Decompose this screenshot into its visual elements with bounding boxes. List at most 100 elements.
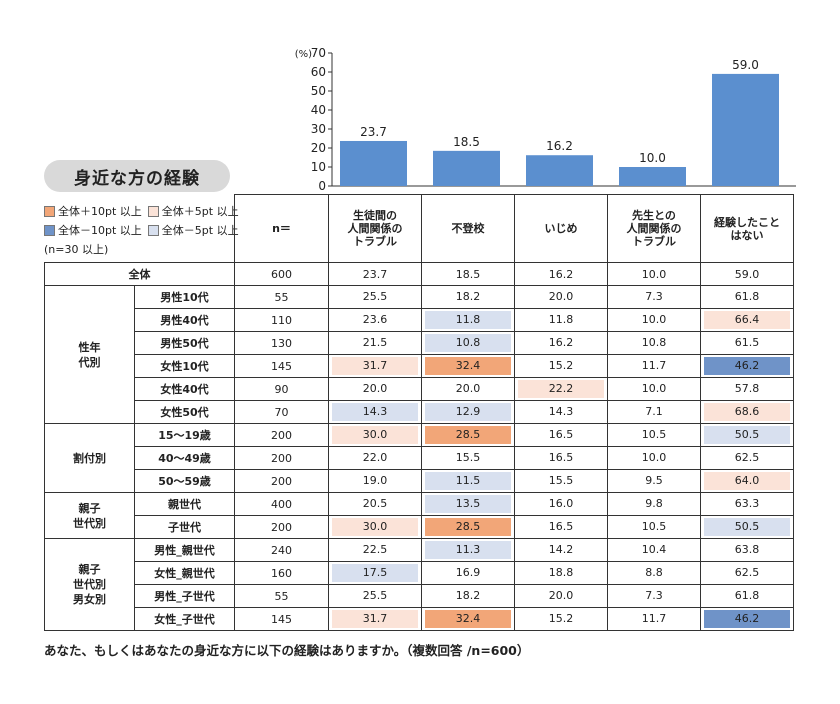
- cell-value-text: 16.0: [548, 497, 574, 510]
- cell-value: 11.8: [421, 308, 515, 332]
- row-label: 女性40代: [134, 377, 235, 401]
- cell-value-text: 32.4: [425, 610, 511, 628]
- legend-swatch-minus10: [44, 224, 55, 236]
- bar-value-label-3: 16.2: [546, 139, 573, 153]
- cell-value-text: 31.7: [332, 610, 418, 628]
- cell-value-text: 11.7: [641, 359, 667, 372]
- bar-2: [433, 150, 500, 186]
- legend-note: (n=30 以上): [44, 243, 109, 256]
- crosstab-table: n＝ 生徒間の 人間関係の トラブル 不登校 いじめ 先生との 人間関係の トラブル 経験したこと…: [44, 194, 794, 631]
- cell-value-text: 10.0: [641, 451, 667, 464]
- table-row: 50～59歳 200 19.0 11.5 15.5 9.5 64.0: [45, 469, 794, 493]
- y-tick-label: 50: [311, 84, 326, 98]
- table-row: 男性50代 130 21.5 10.8 16.2 10.8 61.5: [45, 331, 794, 355]
- legend-label-plus5: 全体＋5pt 以上: [161, 205, 239, 218]
- cell-value: 15.2: [514, 354, 608, 378]
- legend-swatch-minus5: [147, 224, 159, 236]
- group-label-line: 親子: [78, 563, 101, 576]
- table-row: 親子 世代別 親世代 400 20.5 13.5 16.0 9.8 63.3: [44, 492, 794, 539]
- cell-n: 160: [234, 561, 329, 585]
- legend-label-minus10: 全体－10pt 以上: [58, 224, 142, 237]
- total-row: 全体 600 23.7 18.5 16.2 10.0 59.0: [44, 262, 794, 286]
- header-line: トラブル: [632, 235, 676, 248]
- cell-value-text: 15.5: [548, 474, 574, 487]
- group-label: 親子 世代別: [44, 492, 135, 539]
- y-tick-label: 70: [311, 46, 326, 60]
- cell-value-text: 10.0: [641, 313, 667, 326]
- cell-value: 46.2: [700, 607, 794, 631]
- group-label-line: 世代別: [73, 578, 106, 591]
- cell-value-text: 50.5: [704, 426, 790, 444]
- cell-value: 9.5: [607, 469, 701, 493]
- y-tick-label: 0: [318, 179, 326, 193]
- cell-value-text: 22.0: [362, 451, 388, 464]
- y-tick-label: 40: [311, 103, 326, 117]
- group-label-line: 世代別: [73, 516, 106, 530]
- cell-value-text: 18.2: [455, 589, 481, 602]
- header-col-4: 先生との 人間関係の トラブル: [607, 194, 701, 263]
- cell-value: 22.0: [328, 446, 422, 470]
- header-line: 生徒間の: [353, 209, 397, 222]
- cell-value-text: 16.2: [548, 336, 574, 349]
- cell-value: 16.9: [421, 561, 515, 585]
- cell-value: 57.8: [700, 377, 794, 401]
- header-line: 先生との: [632, 209, 676, 222]
- bar-chart: 0 10 20 30 40 50 60 70(%) 23.7 18.5 16.2 10.0 59.0: [295, 46, 796, 193]
- table-row: 男性_子世代 55 25.5 18.2 20.0 7.3 61.8: [45, 584, 794, 608]
- cell-value: 50.5: [700, 515, 794, 539]
- cell-value: 59.0: [700, 262, 794, 286]
- cell-value-text: 10.5: [641, 428, 667, 441]
- cell-value: 10.0: [607, 377, 701, 401]
- cell-value-text: 20.0: [455, 382, 481, 395]
- cell-value-text: 9.8: [645, 497, 663, 510]
- cell-value-text: 68.6: [704, 403, 790, 421]
- cell-value: 25.5: [328, 285, 422, 309]
- cell-value-text: 64.0: [704, 472, 790, 490]
- cell-value-text: 17.5: [332, 564, 418, 582]
- cell-value: 20.0: [421, 377, 515, 401]
- cell-value: 61.5: [700, 331, 794, 355]
- group-label: 割付別: [44, 423, 135, 493]
- cell-value-text: 46.2: [704, 610, 790, 628]
- row-label: 40～49歳: [134, 446, 235, 470]
- section-title: 身近な方の経験: [44, 160, 230, 192]
- table-row: 性年 代別 男性10代 55 25.5 18.2 20.0 7.3 61.8: [44, 285, 794, 424]
- cell-value-text: 12.9: [425, 403, 511, 421]
- cell-value: 11.8: [514, 308, 608, 332]
- cell-value: 30.0: [328, 515, 422, 539]
- cell-value: 16.5: [514, 515, 608, 539]
- header-line: 人間関係の: [347, 222, 403, 235]
- cell-value: 11.7: [607, 607, 701, 631]
- question-footnote: あなた、もしくはあなたの身近な方に以下の経験はありますか。（複数回答 /n=60…: [44, 643, 530, 658]
- cell-value: 9.8: [607, 492, 701, 516]
- cell-value: 25.5: [328, 584, 422, 608]
- cell-value-text: 20.0: [548, 589, 574, 602]
- cell-value-text: 25.5: [362, 589, 388, 602]
- row-label: 15～19歳: [134, 423, 235, 447]
- cell-value-text: 28.5: [425, 518, 511, 536]
- cell-value-text: 50.5: [704, 518, 790, 536]
- cell-value-text: 7.3: [645, 290, 663, 303]
- cell-value: 28.5: [421, 515, 515, 539]
- header-blank: [45, 195, 235, 263]
- header-row: n＝ 生徒間の 人間関係の トラブル 不登校 いじめ 先生との 人間関係の トラブル 経験したこと…: [45, 194, 794, 263]
- y-tick-label: 60: [311, 65, 326, 79]
- cell-value-text: 16.5: [548, 520, 574, 533]
- row-label-total: 全体: [44, 262, 235, 286]
- header-col-3: いじめ: [514, 194, 608, 263]
- y-tick-label: 10: [311, 160, 326, 174]
- cell-value: 16.2: [514, 262, 608, 286]
- cell-value: 32.4: [421, 607, 515, 631]
- cell-value: 20.0: [514, 285, 608, 309]
- row-label: 女性50代: [134, 400, 235, 424]
- cell-value-text: 21.5: [362, 336, 388, 349]
- bar-value-label-5: 59.0: [732, 58, 759, 72]
- cell-value-text: 9.5: [645, 474, 663, 487]
- cell-value: 10.8: [421, 331, 515, 355]
- cell-value: 16.5: [514, 423, 608, 447]
- cell-value: 11.5: [421, 469, 515, 493]
- legend-row-1: 全体＋10pt 以上 全体＋5pt 以上: [44, 203, 245, 219]
- cell-value-text: 7.3: [645, 589, 663, 602]
- table-row: 女性10代 145 31.7 32.4 15.2 11.7 46.2: [45, 354, 794, 378]
- table-row: 親子 世代別 男女別 男性_親世代 240 22.5 11.3 14.2 10.4 63.8: [44, 538, 794, 631]
